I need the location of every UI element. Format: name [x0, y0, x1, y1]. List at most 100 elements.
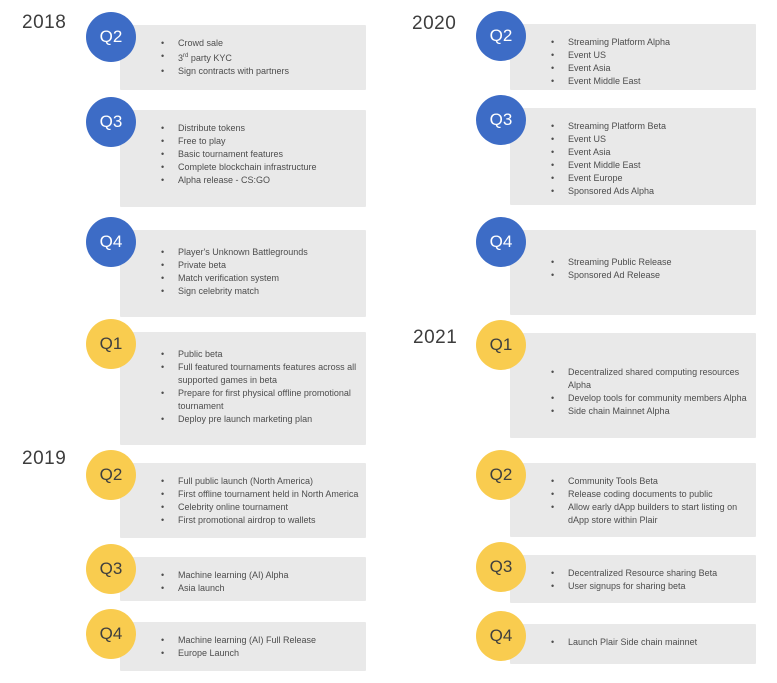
- bullet-item: Sign contracts with partners: [158, 65, 360, 78]
- bullet-item: Private beta: [158, 259, 360, 272]
- quarter-badge: Q2: [476, 11, 526, 61]
- milestone-items: Machine learning (AI) Full ReleaseEurope…: [120, 622, 366, 660]
- bullet-item: Alpha release - CS:GO: [158, 174, 360, 187]
- year-label-2019: 2019: [22, 448, 67, 469]
- bullet-item: Event Middle East: [548, 75, 750, 88]
- bullet-item: Asia launch: [158, 582, 360, 595]
- milestone-items: Machine learning (AI) AlphaAsia launch: [120, 557, 366, 595]
- milestone-items: Decentralized Resource sharing BetaUser …: [510, 555, 756, 593]
- year-label-2018: 2018: [22, 12, 67, 33]
- bullet-item: Event US: [548, 133, 750, 146]
- bullet-item: First promotional airdrop to wallets: [158, 514, 360, 527]
- milestone-items: Community Tools BetaRelease coding docum…: [510, 463, 756, 527]
- bullet-item: Distribute tokens: [158, 122, 360, 135]
- bullet-item: Celebrity online tournament: [158, 501, 360, 514]
- milestone-2021-q1: Decentralized shared computing resources…: [476, 320, 756, 438]
- quarter-badge: Q4: [476, 611, 526, 661]
- quarter-badge: Q3: [86, 544, 136, 594]
- bullet-item: Machine learning (AI) Full Release: [158, 634, 360, 647]
- milestone-2020-q2: Streaming Platform AlphaEvent USEvent As…: [476, 11, 756, 90]
- milestone-box: Crowd sale3rd party KYCSign contracts wi…: [120, 25, 366, 90]
- bullet-item: Event Asia: [548, 146, 750, 159]
- milestone-2019-q2: Full public launch (North America)First …: [86, 450, 366, 538]
- bullet-item: Complete blockchain infrastructure: [158, 161, 360, 174]
- quarter-badge: Q3: [476, 95, 526, 145]
- bullet-item: Public beta: [158, 348, 360, 361]
- quarter-badge: Q2: [86, 12, 136, 62]
- milestone-2021-q3: Decentralized Resource sharing BetaUser …: [476, 542, 756, 603]
- milestone-2018-q2: Crowd sale3rd party KYCSign contracts wi…: [86, 12, 366, 90]
- bullet-item: User signups for sharing beta: [548, 580, 750, 593]
- milestone-box: Streaming Platform BetaEvent USEvent Asi…: [510, 108, 756, 205]
- bullet-item: Streaming Platform Beta: [548, 120, 750, 133]
- milestone-2021-q2: Community Tools BetaRelease coding docum…: [476, 450, 756, 537]
- bullet-item: Allow early dApp builders to start listi…: [548, 501, 750, 527]
- bullet-item: Basic tournament features: [158, 148, 360, 161]
- bullet-item: Decentralized Resource sharing Beta: [548, 567, 750, 580]
- milestone-box: Full public launch (North America)First …: [120, 463, 366, 538]
- milestone-2018-q4: Player's Unknown BattlegroundsPrivate be…: [86, 217, 366, 317]
- milestone-items: Launch Plair Side chain mainnet: [510, 624, 756, 649]
- bullet-item: Match verification system: [158, 272, 360, 285]
- milestone-items: Player's Unknown BattlegroundsPrivate be…: [120, 230, 366, 298]
- bullet-item: Event Asia: [548, 62, 750, 75]
- milestone-2020-q3: Streaming Platform BetaEvent USEvent Asi…: [476, 95, 756, 205]
- quarter-badge: Q2: [86, 450, 136, 500]
- bullet-item: Event Europe: [548, 172, 750, 185]
- bullet-item: Sign celebrity match: [158, 285, 360, 298]
- bullet-item: Streaming Public Release: [548, 256, 750, 269]
- bullet-item: 3rd party KYC: [158, 50, 360, 65]
- milestone-box: Streaming Public ReleaseSponsored Ad Rel…: [510, 230, 756, 315]
- milestone-items: Full public launch (North America)First …: [120, 463, 366, 527]
- milestone-box: Community Tools BetaRelease coding docum…: [510, 463, 756, 537]
- bullet-item: Release coding documents to public: [548, 488, 750, 501]
- milestone-box: Machine learning (AI) Full ReleaseEurope…: [120, 622, 366, 671]
- milestone-box: Streaming Platform AlphaEvent USEvent As…: [510, 24, 756, 90]
- bullet-item: Community Tools Beta: [548, 475, 750, 488]
- milestone-box: Distribute tokensFree to playBasic tourn…: [120, 110, 366, 207]
- milestone-box: Machine learning (AI) AlphaAsia launch: [120, 557, 366, 601]
- quarter-badge: Q1: [86, 319, 136, 369]
- milestone-2019-q3: Machine learning (AI) AlphaAsia launch Q…: [86, 544, 366, 601]
- milestone-2021-q4: Launch Plair Side chain mainnet Q4: [476, 611, 756, 664]
- milestone-box: Decentralized shared computing resources…: [510, 333, 756, 438]
- milestone-2018-q3: Distribute tokensFree to playBasic tourn…: [86, 97, 366, 207]
- quarter-badge: Q1: [476, 320, 526, 370]
- milestone-box: Launch Plair Side chain mainnet: [510, 624, 756, 664]
- year-label-2020: 2020: [412, 13, 457, 34]
- quarter-badge: Q3: [86, 97, 136, 147]
- milestone-items: Crowd sale3rd party KYCSign contracts wi…: [120, 25, 366, 78]
- bullet-item: Free to play: [158, 135, 360, 148]
- bullet-item: Streaming Platform Alpha: [548, 36, 750, 49]
- bullet-item: Full public launch (North America): [158, 475, 360, 488]
- bullet-item: Event Middle East: [548, 159, 750, 172]
- milestone-2019-q4: Machine learning (AI) Full ReleaseEurope…: [86, 609, 366, 671]
- milestone-items: Decentralized shared computing resources…: [510, 333, 756, 418]
- bullet-item: Crowd sale: [158, 37, 360, 50]
- milestone-items: Distribute tokensFree to playBasic tourn…: [120, 110, 366, 187]
- quarter-badge: Q3: [476, 542, 526, 592]
- bullet-item: Europe Launch: [158, 647, 360, 660]
- bullet-item: Sponsored Ads Alpha: [548, 185, 750, 198]
- bullet-item: Sponsored Ad Release: [548, 269, 750, 282]
- quarter-badge: Q4: [476, 217, 526, 267]
- bullet-item: First offline tournament held in North A…: [158, 488, 360, 501]
- bullet-item: Full featured tournaments features acros…: [158, 361, 360, 387]
- bullet-item: Deploy pre launch marketing plan: [158, 413, 360, 426]
- milestone-box: Decentralized Resource sharing BetaUser …: [510, 555, 756, 603]
- bullet-item: Side chain Mainnet Alpha: [548, 405, 750, 418]
- milestone-box: Player's Unknown BattlegroundsPrivate be…: [120, 230, 366, 317]
- bullet-item: Develop tools for community members Alph…: [548, 392, 750, 405]
- milestone-2020-q4: Streaming Public ReleaseSponsored Ad Rel…: [476, 217, 756, 315]
- milestone-items: Public betaFull featured tournaments fea…: [120, 332, 366, 426]
- bullet-item: Player's Unknown Battlegrounds: [158, 246, 360, 259]
- bullet-item: Prepare for first physical offline promo…: [158, 387, 360, 413]
- quarter-badge: Q2: [476, 450, 526, 500]
- milestone-2019-q1: Public betaFull featured tournaments fea…: [86, 319, 366, 445]
- bullet-item: Decentralized shared computing resources…: [548, 366, 750, 392]
- milestone-items: Streaming Platform AlphaEvent USEvent As…: [510, 24, 756, 88]
- milestone-box: Public betaFull featured tournaments fea…: [120, 332, 366, 445]
- quarter-badge: Q4: [86, 217, 136, 267]
- bullet-item: Machine learning (AI) Alpha: [158, 569, 360, 582]
